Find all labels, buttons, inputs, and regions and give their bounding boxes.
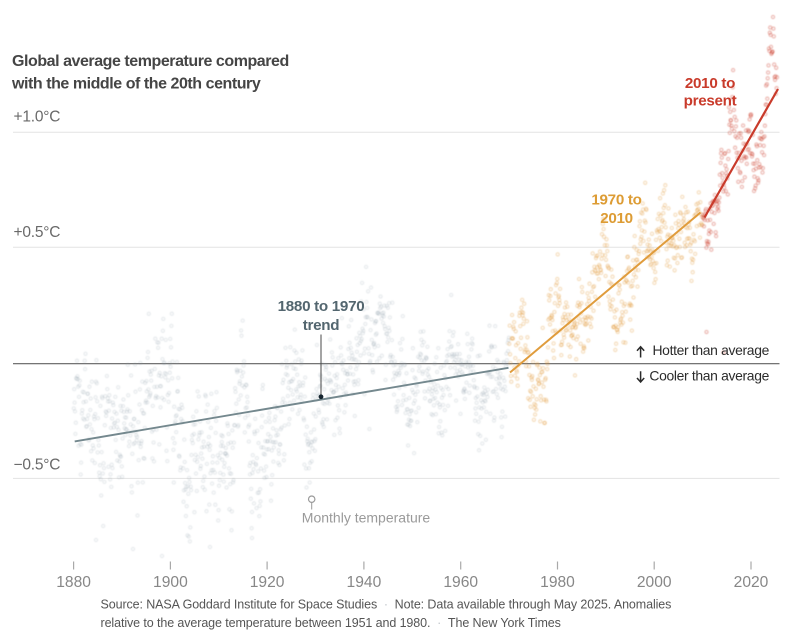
- svg-text:1880 to 1970: 1880 to 1970: [278, 298, 365, 315]
- svg-text:Hotter than average: Hotter than average: [652, 342, 769, 358]
- svg-text:1970 to: 1970 to: [591, 191, 641, 208]
- svg-text:2010: 2010: [600, 210, 633, 227]
- svg-text:Monthly temperature: Monthly temperature: [302, 510, 431, 526]
- svg-text:1880: 1880: [56, 574, 91, 591]
- svg-text:1900: 1900: [153, 574, 188, 591]
- svg-text:2000: 2000: [637, 574, 672, 591]
- svg-text:with the middle of the 20th ce: with the middle of the 20th century: [11, 76, 261, 93]
- svg-text:1920: 1920: [250, 574, 285, 591]
- svg-text:2020: 2020: [734, 574, 769, 591]
- svg-text:2010 to: 2010 to: [685, 75, 735, 92]
- svg-text:+0.5°C: +0.5°C: [14, 224, 61, 241]
- svg-text:1940: 1940: [347, 574, 382, 591]
- svg-text:+1.0°C: +1.0°C: [14, 108, 61, 125]
- svg-text:1960: 1960: [443, 574, 478, 591]
- svg-text:1980: 1980: [540, 574, 575, 591]
- svg-text:present: present: [684, 93, 737, 110]
- svg-text:relative to the average temper: relative to the average temperature betw…: [101, 616, 561, 630]
- svg-text:Cooler than average: Cooler than average: [649, 368, 769, 384]
- svg-text:trend: trend: [303, 317, 339, 334]
- svg-text:−0.5°C: −0.5°C: [14, 456, 61, 473]
- svg-text:Global average temperature com: Global average temperature compared: [12, 53, 289, 70]
- svg-text:Source: NASA Goddard Institute: Source: NASA Goddard Institute for Space…: [101, 598, 672, 612]
